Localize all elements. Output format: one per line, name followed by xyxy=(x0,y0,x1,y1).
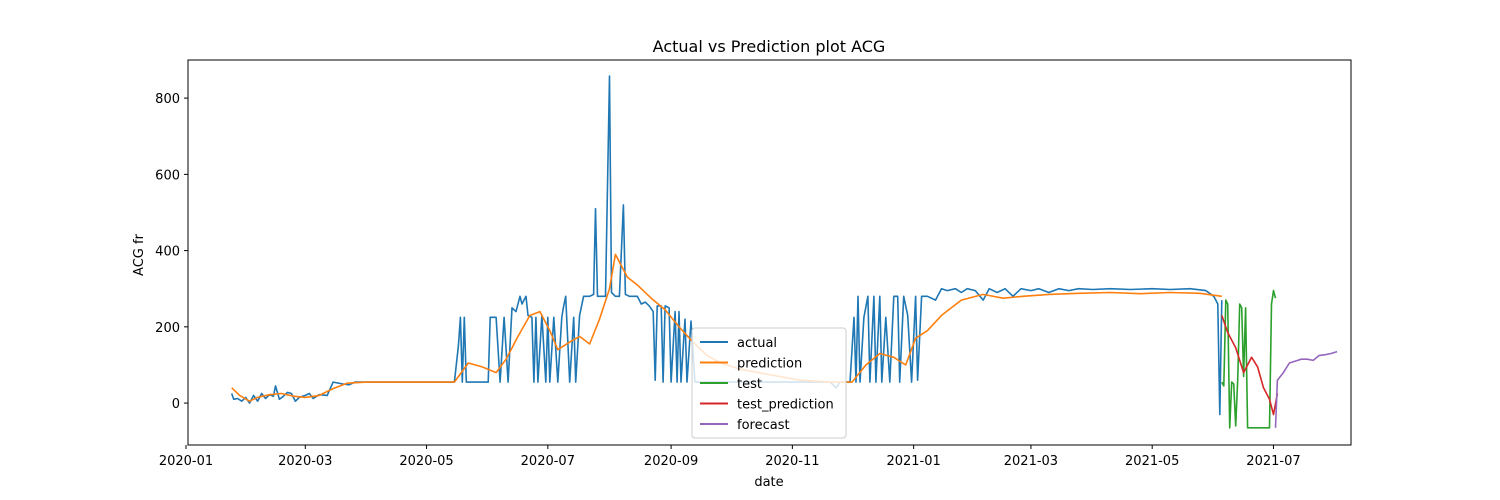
x-tick-label: 2021-03 xyxy=(1004,454,1058,469)
series-line-prediction xyxy=(231,253,1222,402)
legend-label-test_prediction: test_prediction xyxy=(737,398,834,413)
plot-frame xyxy=(187,59,1352,446)
x-tick-label: 2020-07 xyxy=(521,454,575,469)
y-tick-label: 800 xyxy=(155,92,180,107)
x-tick-label: 2020-09 xyxy=(644,454,698,469)
x-tick-label: 2021-01 xyxy=(886,454,940,469)
x-axis: 2020-01 2020-03 2020-05 2020-07 2020-09 2020-… xyxy=(159,445,1301,469)
y-tick-label: 400 xyxy=(155,245,180,260)
y-axis-label: ACG fr xyxy=(132,233,147,276)
legend-label-actual: actual xyxy=(737,336,777,351)
x-tick-label: 2021-05 xyxy=(1125,454,1179,469)
y-tick-label: 0 xyxy=(172,397,180,412)
series-line-forecast xyxy=(1274,350,1338,428)
x-tick-label: 2020-01 xyxy=(159,454,213,469)
legend-box xyxy=(691,327,847,439)
legend-label-forecast: forecast xyxy=(737,418,790,433)
legend-label-test: test xyxy=(737,377,762,392)
x-tick-label: 2021-07 xyxy=(1246,454,1300,469)
y-axis: 0 200 400 600 800 xyxy=(155,92,188,412)
chart-title: Actual vs Prediction plot ACG xyxy=(653,37,886,56)
x-tick-label: 2020-11 xyxy=(765,454,819,469)
series-line-test xyxy=(1221,289,1277,429)
legend-label-prediction: prediction xyxy=(737,357,802,372)
series-line-test_prediction xyxy=(1221,315,1279,416)
x-tick-label: 2020-03 xyxy=(278,454,332,469)
y-tick-label: 200 xyxy=(155,321,180,336)
plot-area xyxy=(187,59,1352,446)
legend: actual prediction test test_predictionforec… xyxy=(691,327,847,439)
y-tick-label: 600 xyxy=(155,168,180,183)
x-axis-label: date xyxy=(754,475,783,490)
x-tick-label: 2020-05 xyxy=(399,454,453,469)
